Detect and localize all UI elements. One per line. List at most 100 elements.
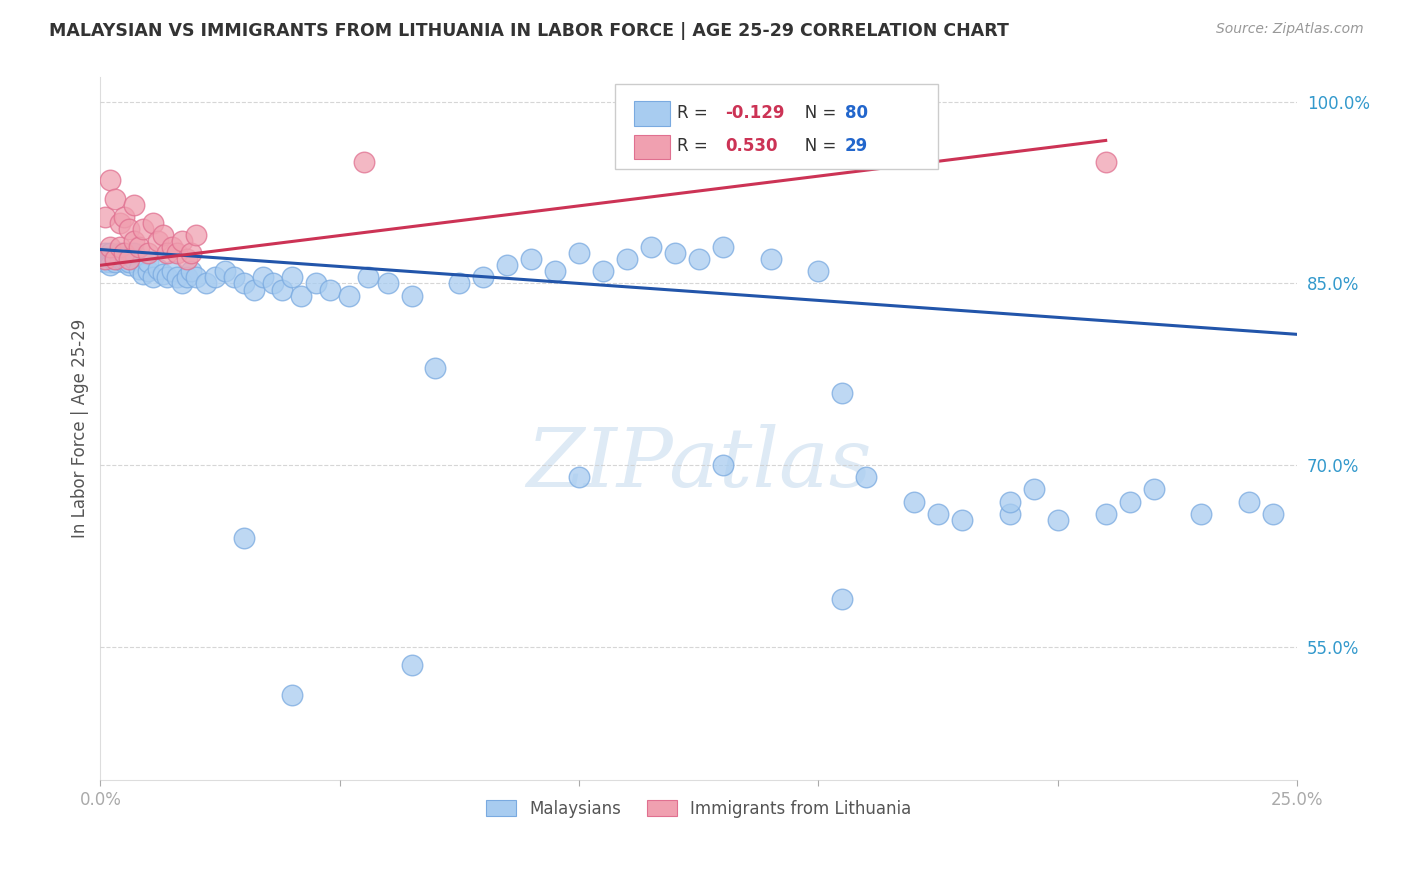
Point: [688, 252, 710, 267]
Point: [204, 270, 226, 285]
Point: [98, 246, 121, 260]
Point: [337, 288, 360, 302]
Point: [262, 277, 284, 291]
Point: [711, 240, 734, 254]
Point: [831, 385, 853, 400]
Point: [170, 234, 193, 248]
Text: 0.530: 0.530: [725, 137, 778, 155]
Point: [640, 240, 662, 254]
Point: [94, 246, 117, 260]
Point: [118, 222, 141, 236]
Point: [496, 258, 519, 272]
Point: [160, 240, 183, 254]
Point: [136, 246, 159, 260]
Point: [176, 252, 198, 267]
Point: [112, 246, 135, 260]
Point: [112, 252, 135, 267]
Point: [281, 689, 304, 703]
Text: R =: R =: [678, 137, 713, 155]
Point: [1263, 507, 1285, 521]
Point: [98, 252, 121, 267]
Point: [94, 252, 117, 267]
Point: [108, 252, 131, 267]
Point: [94, 210, 117, 224]
Point: [1118, 494, 1140, 508]
Point: [377, 277, 399, 291]
Point: [1046, 513, 1069, 527]
Point: [1022, 483, 1045, 497]
Point: [616, 252, 638, 267]
Point: [180, 264, 202, 278]
Point: [568, 246, 591, 260]
Point: [664, 246, 686, 260]
Point: [224, 270, 246, 285]
Point: [252, 270, 274, 285]
Point: [98, 240, 121, 254]
Point: [1191, 507, 1213, 521]
Point: [544, 264, 567, 278]
Point: [927, 507, 949, 521]
Point: [401, 658, 423, 673]
Point: [271, 283, 294, 297]
Point: [425, 361, 447, 376]
Point: [104, 192, 127, 206]
Text: 29: 29: [845, 137, 868, 155]
Point: [998, 494, 1021, 508]
Point: [1094, 507, 1116, 521]
FancyBboxPatch shape: [634, 102, 671, 126]
Point: [156, 246, 179, 260]
Point: [112, 250, 135, 264]
Point: [950, 513, 973, 527]
Point: [166, 246, 188, 260]
Point: [305, 277, 328, 291]
Point: [592, 264, 614, 278]
Point: [401, 288, 423, 302]
Point: [104, 252, 127, 267]
Point: [122, 252, 145, 267]
Point: [170, 277, 193, 291]
Point: [233, 531, 256, 545]
Point: [122, 234, 145, 248]
Point: [156, 270, 179, 285]
Point: [98, 173, 121, 187]
Point: [108, 240, 131, 254]
Point: [112, 254, 135, 268]
Point: [353, 155, 375, 169]
Point: [94, 252, 117, 267]
Point: [242, 283, 264, 297]
Point: [122, 197, 145, 211]
Point: [281, 270, 304, 285]
Point: [807, 264, 830, 278]
Point: [98, 254, 121, 268]
Point: [122, 246, 145, 260]
Legend: Malaysians, Immigrants from Lithuania: Malaysians, Immigrants from Lithuania: [479, 793, 918, 825]
Point: [1094, 155, 1116, 169]
FancyBboxPatch shape: [614, 85, 938, 169]
Point: [357, 270, 380, 285]
Text: N =: N =: [789, 103, 841, 121]
Y-axis label: In Labor Force | Age 25-29: In Labor Force | Age 25-29: [72, 319, 89, 539]
Point: [136, 254, 159, 268]
Point: [831, 591, 853, 606]
Text: N =: N =: [789, 137, 841, 155]
Point: [118, 258, 141, 272]
Point: [160, 264, 183, 278]
Text: R =: R =: [678, 103, 713, 121]
FancyBboxPatch shape: [634, 135, 671, 160]
Point: [108, 246, 131, 260]
Text: MALAYSIAN VS IMMIGRANTS FROM LITHUANIA IN LABOR FORCE | AGE 25-29 CORRELATION CH: MALAYSIAN VS IMMIGRANTS FROM LITHUANIA I…: [49, 22, 1010, 40]
Point: [233, 277, 256, 291]
Point: [176, 270, 198, 285]
Point: [520, 252, 543, 267]
Point: [118, 252, 141, 267]
Point: [214, 264, 236, 278]
Text: ZIPatlas: ZIPatlas: [526, 424, 872, 504]
Point: [194, 277, 217, 291]
Point: [108, 216, 131, 230]
Text: -0.129: -0.129: [725, 103, 785, 121]
Point: [1142, 483, 1164, 497]
Point: [132, 267, 155, 281]
Point: [855, 470, 877, 484]
Point: [146, 261, 169, 276]
Point: [184, 227, 207, 242]
